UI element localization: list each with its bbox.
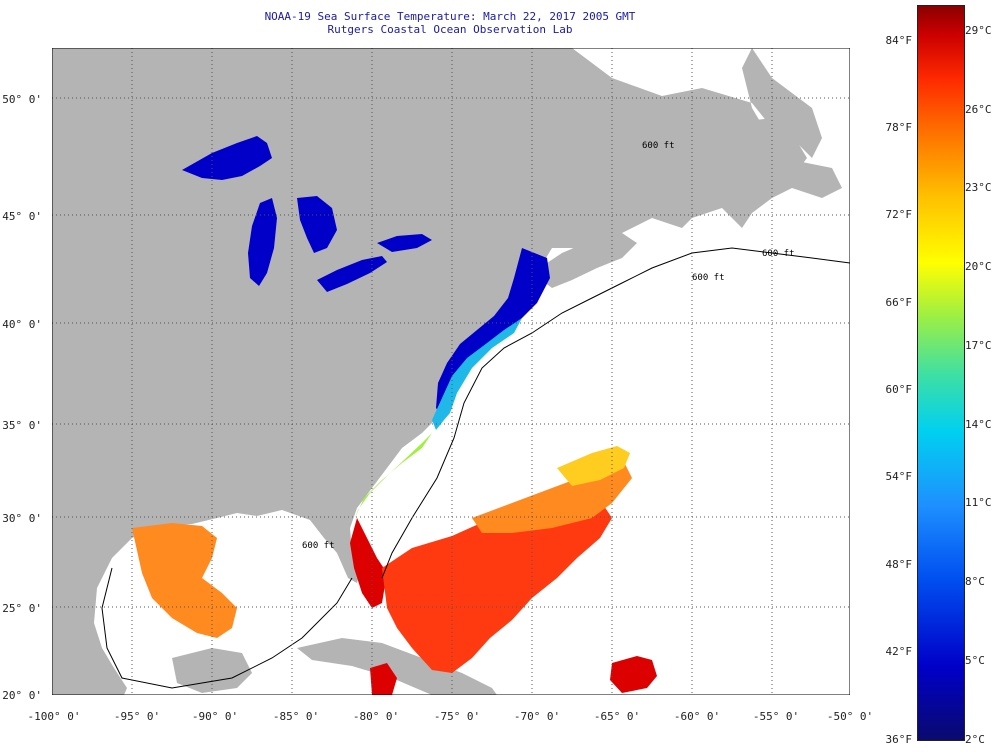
lat-tick-label: 20° 0' [2,689,42,702]
lon-tick-label: -80° 0' [352,710,400,723]
lake-ontario [377,234,432,252]
sst-cool-band [432,318,522,430]
lon-tick-label: -75° 0' [433,710,481,723]
land-yucatan [172,648,252,693]
lon-tick-label: -50° 0' [826,710,874,723]
colorbar-f-label: 78°F [885,121,913,134]
depth-contour [101,247,850,689]
sst-cold-shelf [436,248,550,418]
colorbar-c-label: 29°C [965,24,992,37]
land-maritimes [692,118,807,178]
colorbar-f-label: 42°F [885,645,913,658]
sst-mild-band [354,433,432,520]
lon-tick-label: -95° 0' [113,710,161,723]
lake-erie [317,256,387,292]
contour-label: 600 ft [692,273,725,283]
lon-tick-label: -60° 0' [673,710,721,723]
lat-tick-label: 25° 0' [2,602,42,615]
lat-tick-label: 35° 0' [2,419,42,432]
colorbar-c-label: 26°C [965,103,992,116]
colorbar-c-label: 5°C [965,654,985,667]
sst-gulf-stream-east [382,498,612,673]
graticule [52,48,850,695]
lat-tick-label: 45° 0' [2,210,42,223]
lake-superior [182,136,272,180]
contour-label: 600 ft [642,141,675,151]
lon-tick-label: -55° 0' [752,710,800,723]
colorbar-c-label: 14°C [965,418,992,431]
contour-label: 600 ft [302,541,335,551]
lon-tick-label: -65° 0' [593,710,641,723]
map-subtitle: Rutgers Coastal Ocean Observation Lab [327,23,573,36]
lat-tick-label: 30° 0' [2,512,42,525]
colorbar-c-label: 17°C [965,339,992,352]
lon-tick-label: -90° 0' [191,710,239,723]
colorbar-f-label: 54°F [885,470,913,483]
land-nova-scotia [532,233,637,288]
colorbar-c-label: 23°C [965,181,992,194]
lon-tick-label: -70° 0' [513,710,561,723]
colorbar-f-label: 72°F [885,208,913,221]
lake-huron [297,196,337,253]
lon-tick-label: -100° 0' [27,710,81,723]
lat-tick-label: 50° 0' [2,93,42,106]
colorbar-f-label: 60°F [885,383,913,396]
colorbar-f-label: 84°F [885,34,913,47]
colorbar-f-label: 66°F [885,296,913,309]
colorbar-f-label: 36°F [885,733,913,746]
colorbar-c-label: 11°C [965,496,992,509]
colorbar-f-label: 48°F [885,558,913,571]
temperature-colorbar [917,5,965,741]
sst-caribbean-east [610,656,657,693]
sst-map[interactable]: 600 ft 600 ft 600 ft 600 ft [52,48,850,695]
map-title: NOAA-19 Sea Surface Temperature: March 2… [264,10,636,23]
colorbar-c-label: 20°C [965,260,992,273]
lon-tick-label: -85° 0' [272,710,320,723]
colorbar-c-label: 8°C [965,575,985,588]
lake-michigan [248,198,277,286]
contour-label: 600 ft [762,249,795,259]
sst-caribbean-cuba [370,663,397,695]
colorbar-c-label: 2°C [965,733,985,746]
land-cuba [297,638,497,695]
lat-tick-label: 40° 0' [2,318,42,331]
sst-gulf-stream [350,518,387,608]
sst-gulf-mexico [132,523,237,638]
